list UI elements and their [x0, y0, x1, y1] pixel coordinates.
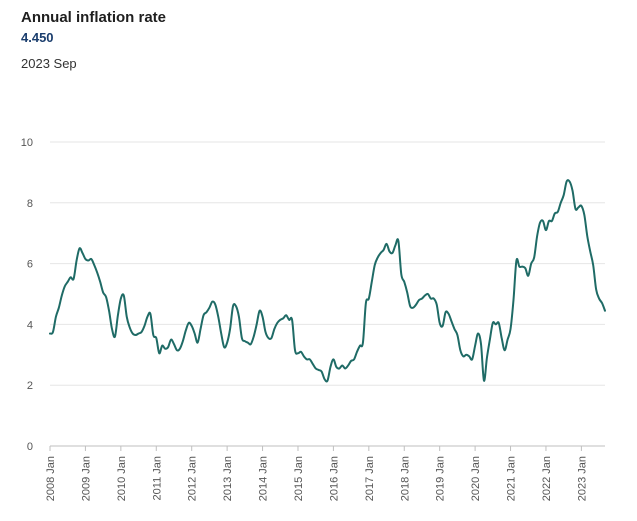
y-tick-label: 4	[27, 319, 33, 331]
x-tick-label: 2020 Jan	[470, 456, 482, 501]
x-tick-label: 2023 Jan	[576, 456, 588, 501]
x-tick-label: 2017 Jan	[364, 456, 376, 501]
grid-lines	[50, 141, 605, 386]
y-tick-label: 6	[27, 259, 33, 271]
x-tick-label: 2015 Jan	[293, 456, 305, 501]
x-tick-label: 2018 Jan	[399, 456, 411, 501]
x-tick-label: 2013 Jan	[222, 456, 234, 501]
x-axis: 2008 Jan 2009 Jan 2010 Jan 2011 Jan 2012 Jan…	[45, 445, 605, 501]
latest-date: 2023 Sep	[21, 56, 77, 71]
x-tick-label: 2022 Jan	[541, 456, 553, 501]
x-tick-label: 2016 Jan	[328, 456, 340, 501]
y-tick-label: 2	[27, 380, 33, 392]
x-tick-label: 2019 Jan	[435, 456, 447, 501]
series-line-annual-inflation-rate	[49, 179, 606, 383]
chart-title: Annual inflation rate	[21, 9, 167, 26]
y-tick-label: 0	[27, 441, 33, 453]
chart-header: Annual inflation rate 4.450 2023 Sep	[21, 8, 166, 73]
series-layer	[49, 179, 606, 383]
y-tick-label: 10	[21, 137, 33, 149]
x-tick-label: 2012 Jan	[187, 456, 199, 501]
y-axis-ticks: 0 2 4 6 8 10	[21, 137, 33, 453]
x-tick-label: 2014 Jan	[258, 456, 270, 501]
x-tick-label: 2009 Jan	[80, 456, 92, 501]
latest-value: 4.450	[21, 30, 54, 45]
y-tick-label: 8	[27, 198, 33, 210]
x-tick-label: 2008 Jan	[45, 456, 57, 501]
x-tick-label: 2011 Jan	[151, 456, 163, 500]
x-tick-label: 2010 Jan	[116, 456, 128, 501]
x-tick-label: 2021 Jan	[506, 456, 518, 501]
